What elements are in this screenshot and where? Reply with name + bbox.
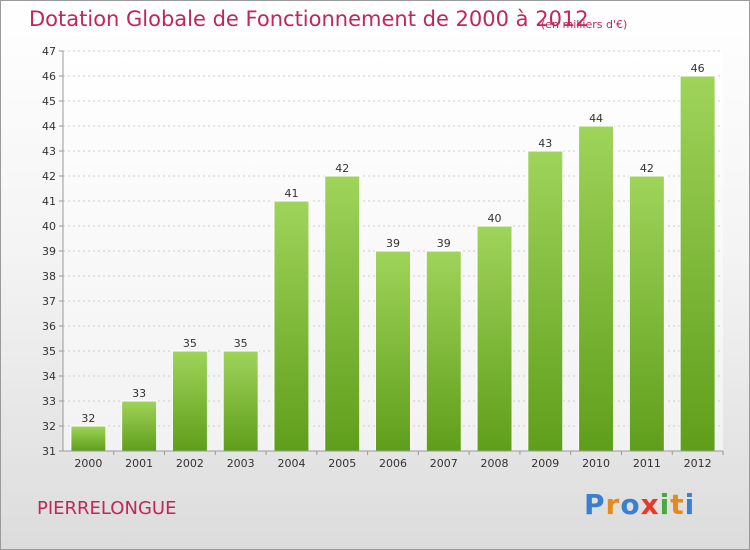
x-tick-label: 2001 [125, 457, 153, 470]
x-tick-label: 2005 [328, 457, 356, 470]
bar [273, 200, 310, 452]
y-tick-label: 43 [42, 145, 56, 158]
proxiti-logo[interactable]: Proxiti [584, 488, 695, 521]
bar-value-label: 42 [640, 162, 654, 175]
bar-value-label: 35 [183, 337, 197, 350]
logo-letter: t [670, 488, 685, 521]
y-tick-label: 36 [42, 320, 56, 333]
chart-title: Dotation Globale de Fonctionnement de 20… [29, 7, 589, 31]
bar-value-label: 44 [589, 112, 603, 125]
bar-value-label: 41 [284, 187, 298, 200]
y-tick-label: 37 [42, 295, 56, 308]
bar-value-label: 33 [132, 387, 146, 400]
x-tick-label: 2007 [430, 457, 458, 470]
logo-letter: i [684, 488, 696, 521]
x-axis: 2000 2001 2002 2003 2004 2005 2006 2007 2008 2009… [63, 450, 724, 470]
x-tick-label: 2006 [379, 457, 407, 470]
x-tick-label: 2003 [227, 457, 255, 470]
chart-unit: (en milliers d'€) [541, 18, 628, 31]
y-tick-label: 32 [42, 420, 56, 433]
bar [628, 175, 665, 452]
bar-value-label: 40 [488, 212, 502, 225]
bar-value-label: 43 [538, 137, 552, 150]
logo-letter: r [605, 488, 621, 521]
bar [70, 425, 107, 452]
y-tick-label: 35 [42, 345, 56, 358]
y-tick-label: 38 [42, 270, 56, 283]
x-tick-label: 2010 [582, 457, 610, 470]
x-tick-label: 2004 [277, 457, 305, 470]
bar-value-label: 39 [386, 237, 400, 250]
bar [171, 350, 208, 452]
bar [476, 225, 513, 452]
y-tick-label: 40 [42, 220, 56, 233]
x-tick-label: 2011 [633, 457, 661, 470]
bars-group: 32 33 35 35 41 42 39 39 40 43 44 42 46 [70, 62, 716, 452]
y-tick-label: 46 [42, 70, 56, 83]
x-tick-label: 2002 [176, 457, 204, 470]
y-tick-label: 42 [42, 170, 56, 183]
bar-value-label: 42 [335, 162, 349, 175]
bar-value-label: 32 [81, 412, 95, 425]
logo-letter: x [640, 488, 660, 521]
y-tick-label: 33 [42, 395, 56, 408]
logo-letter: P [584, 488, 606, 521]
bar [324, 175, 361, 452]
x-tick-label: 2012 [684, 457, 712, 470]
bar [578, 125, 615, 452]
bar [679, 75, 716, 452]
bar-value-label: 39 [437, 237, 451, 250]
bar [121, 400, 158, 452]
y-tick-label: 45 [42, 95, 56, 108]
bar-value-label: 46 [691, 62, 705, 75]
x-tick-label: 2000 [74, 457, 102, 470]
bar-value-label: 35 [234, 337, 248, 350]
logo-letter: i [659, 488, 671, 521]
commune-name: PIERRELONGUE [37, 498, 177, 519]
x-tick-label: 2008 [481, 457, 509, 470]
x-tick-label: 2009 [531, 457, 559, 470]
bar [375, 250, 411, 452]
bar [222, 350, 259, 452]
y-tick-label: 47 [42, 45, 56, 58]
y-tick-label: 34 [42, 370, 56, 383]
bar [425, 250, 462, 452]
y-tick-label: 31 [42, 445, 56, 458]
y-tick-label: 39 [42, 245, 56, 258]
y-axis: 31 32 33 34 35 36 37 38 39 40 41 42 43 44 45 46 47 [42, 45, 64, 458]
logo-letter: o [620, 488, 641, 521]
y-tick-label: 44 [42, 120, 56, 133]
y-tick-label: 41 [42, 195, 56, 208]
bar [527, 150, 564, 452]
